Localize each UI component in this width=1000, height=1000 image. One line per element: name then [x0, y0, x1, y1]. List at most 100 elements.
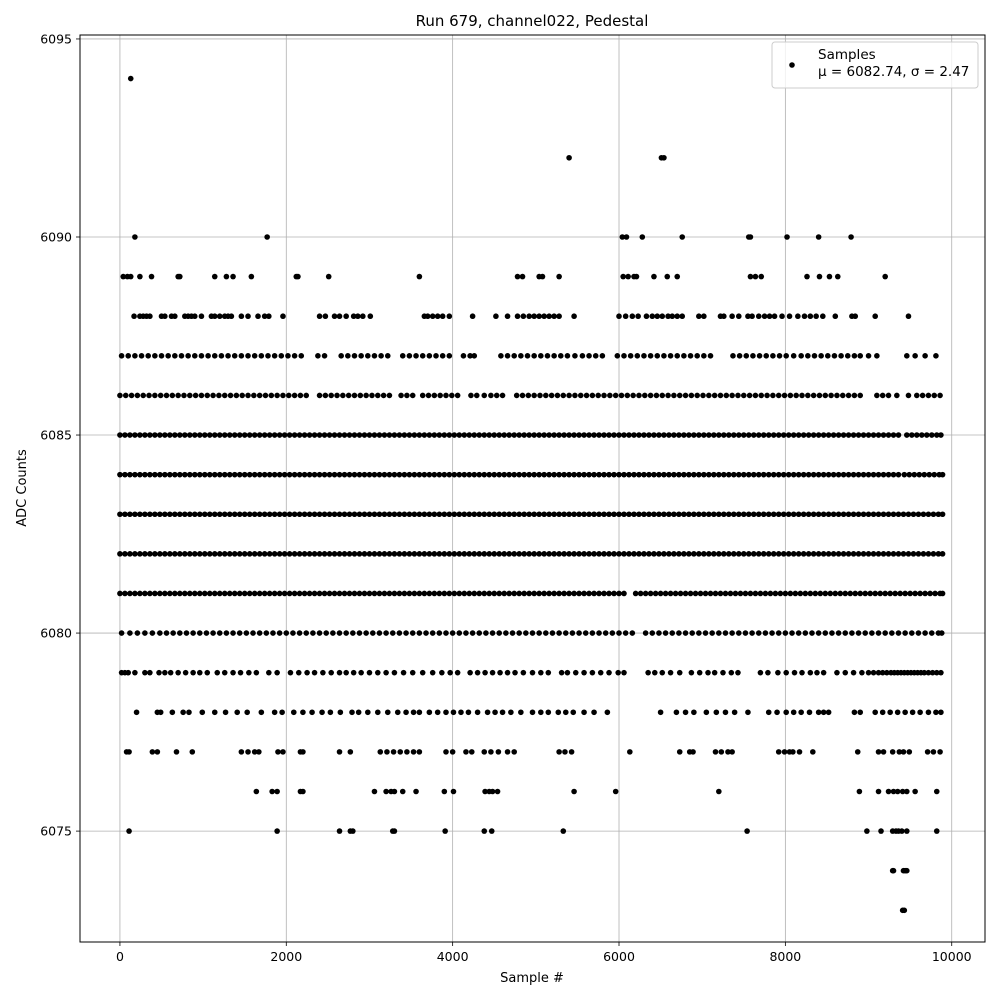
data-point — [729, 630, 735, 636]
data-point — [169, 709, 176, 716]
data-point — [865, 511, 872, 518]
data-point — [815, 551, 822, 557]
data-point — [496, 590, 503, 597]
data-point — [711, 551, 717, 557]
data-point — [206, 551, 213, 557]
data-point — [681, 432, 687, 438]
data-point — [917, 709, 923, 716]
data-point — [401, 511, 408, 518]
data-point — [790, 471, 797, 478]
data-point — [571, 313, 577, 320]
data-point — [740, 511, 747, 518]
data-point — [261, 432, 268, 438]
data-point — [849, 630, 855, 636]
data-point — [870, 669, 877, 676]
data-point — [196, 511, 203, 518]
data-point — [647, 590, 654, 597]
data-point — [872, 313, 879, 320]
data-point — [461, 511, 468, 518]
data-point — [201, 590, 208, 597]
data-point — [536, 590, 542, 597]
data-point — [581, 669, 587, 676]
data-point — [486, 471, 493, 478]
data-point — [390, 749, 397, 755]
data-point — [682, 590, 689, 597]
data-point — [434, 709, 441, 716]
data-point — [191, 511, 198, 518]
data-point — [854, 749, 861, 755]
data-point — [183, 630, 190, 636]
data-point — [570, 709, 577, 716]
data-point — [283, 630, 290, 636]
data-point — [634, 353, 641, 359]
data-point — [451, 432, 458, 438]
data-point — [331, 551, 338, 557]
data-point — [503, 630, 509, 636]
data-point — [564, 353, 571, 359]
data-point — [531, 551, 537, 557]
data-point — [671, 471, 677, 478]
data-point — [331, 432, 338, 438]
data-point — [916, 471, 923, 478]
data-point — [905, 313, 912, 320]
data-point — [211, 551, 218, 557]
x-tick-label: 6000 — [603, 949, 635, 964]
data-point — [910, 551, 917, 557]
data-point — [591, 471, 597, 478]
data-point — [824, 353, 831, 359]
data-point — [436, 471, 443, 478]
data-point — [895, 551, 902, 557]
data-point — [701, 471, 707, 478]
data-point — [829, 630, 835, 636]
data-point — [488, 828, 495, 834]
data-point — [712, 749, 719, 755]
data-point — [117, 471, 123, 478]
data-point — [900, 551, 907, 557]
data-point — [384, 749, 390, 755]
data-point — [671, 511, 677, 518]
data-point — [879, 392, 886, 399]
data-point — [246, 432, 253, 438]
data-point — [416, 590, 423, 597]
data-point — [556, 313, 562, 320]
data-point — [755, 551, 762, 557]
data-point — [665, 392, 671, 399]
data-point — [606, 511, 612, 518]
data-point — [782, 590, 789, 597]
data-point — [201, 551, 208, 557]
data-point — [755, 313, 762, 320]
data-point — [810, 392, 817, 399]
data-point — [765, 511, 772, 518]
data-point — [351, 432, 358, 438]
data-point — [216, 471, 223, 478]
data-point — [939, 590, 946, 597]
data-point — [721, 432, 727, 438]
data-point — [146, 392, 152, 399]
data-point — [226, 511, 233, 518]
data-point — [236, 432, 243, 438]
data-point — [815, 709, 822, 716]
data-point — [310, 630, 316, 636]
data-point — [349, 709, 355, 716]
data-point — [466, 551, 473, 557]
data-point — [924, 749, 931, 755]
data-point — [175, 669, 181, 676]
data-point — [770, 511, 777, 518]
data-point — [190, 630, 196, 636]
data-point — [647, 392, 654, 399]
data-point — [170, 630, 176, 636]
data-point — [201, 471, 208, 478]
data-point — [211, 709, 218, 716]
data-point — [301, 471, 308, 478]
data-point — [619, 234, 626, 240]
data-point — [561, 511, 567, 518]
data-point — [265, 353, 271, 359]
data-point — [126, 749, 132, 755]
data-point — [581, 511, 587, 518]
data-point — [885, 392, 892, 399]
data-point — [481, 432, 488, 438]
data-point — [928, 432, 935, 438]
data-point — [511, 432, 518, 438]
data-point — [251, 511, 258, 518]
data-point — [361, 471, 368, 478]
